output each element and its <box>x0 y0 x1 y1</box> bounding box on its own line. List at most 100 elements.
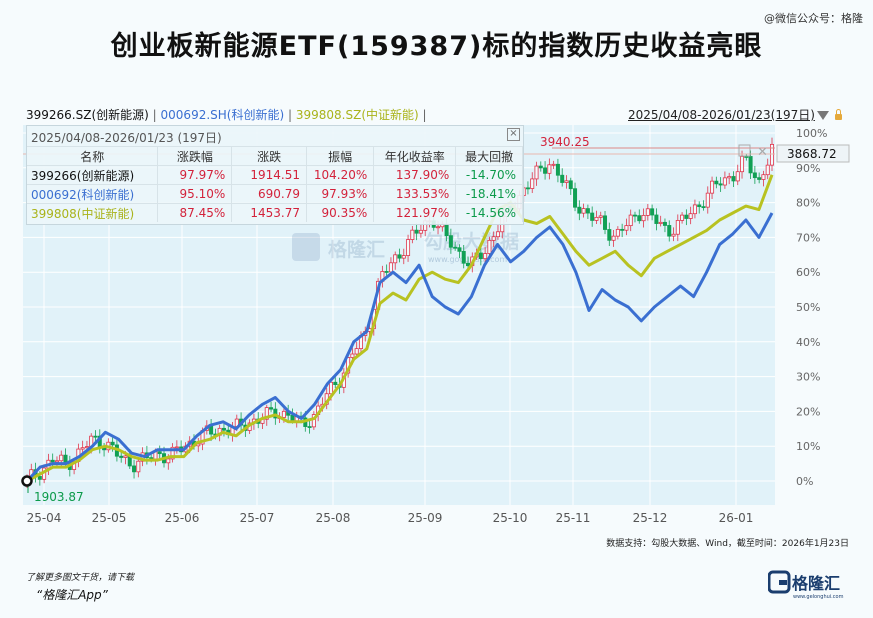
candle-body <box>770 143 775 166</box>
brand-logo-icon-notch <box>779 580 787 585</box>
candle-body <box>710 180 715 194</box>
candle-body <box>765 164 770 176</box>
x-tick-label: 25-10 <box>493 511 528 525</box>
candle-body <box>680 214 685 221</box>
legend-item-399808[interactable]: 399808.SZ(中证新能) <box>295 108 419 122</box>
candle-body <box>744 156 749 158</box>
candle-body <box>63 454 68 463</box>
close-icon[interactable]: × <box>507 128 520 141</box>
legend-item-000692[interactable]: 000692.SH(科创新能) <box>160 108 285 122</box>
candle-body <box>641 214 646 222</box>
candle-body <box>577 206 582 214</box>
x-tick-label: 25-12 <box>633 511 668 525</box>
candle-body <box>761 174 766 180</box>
legend-item-399266[interactable]: 399266.SZ(创新能源) <box>26 108 149 122</box>
y-tick-labels: 0% 10% 20% 30% 40% 50% 60% 70% 80% 90% 100% <box>796 127 827 488</box>
candle-body <box>384 271 389 273</box>
candle-body <box>692 204 697 215</box>
candle-body <box>307 426 312 428</box>
candle-body <box>457 247 462 252</box>
candle-body <box>466 262 471 267</box>
row-change: 1453.77 <box>231 203 307 222</box>
candle-body <box>628 214 633 227</box>
x-tick-label: 25-05 <box>92 511 127 525</box>
brand-logo-icon <box>768 570 791 594</box>
dropdown-triangle-icon[interactable] <box>816 111 829 120</box>
candle-body <box>491 236 496 241</box>
brand-logo-url: www.gelonghui.com <box>793 594 844 600</box>
candle-body <box>410 229 415 240</box>
x-tick-label: 25-04 <box>27 511 62 525</box>
candle-body <box>487 239 492 254</box>
lock-icon[interactable] <box>834 109 842 120</box>
y-tick-label: 60% <box>796 266 820 279</box>
candle-body <box>221 427 226 431</box>
x-tick-label: 25-07 <box>240 511 275 525</box>
candle-body <box>620 228 625 231</box>
candle-body <box>705 192 710 208</box>
candle-body <box>615 228 620 237</box>
candle-body <box>564 180 569 183</box>
x-tick-label: 25-08 <box>316 511 351 525</box>
y-tick-label: 30% <box>796 371 820 384</box>
candle-body <box>560 174 565 183</box>
candle-body <box>525 187 530 190</box>
series-legend-bar: 399266.SZ(创新能源) | 000692.SH(科创新能) | 3998… <box>26 106 427 123</box>
x-tick-label: 25-09 <box>408 511 443 525</box>
table-row[interactable]: 399266(创新能源) 97.97% 1914.51 104.20% 137.… <box>27 165 523 185</box>
maximize-icon[interactable] <box>738 144 751 157</box>
candle-body <box>478 252 483 260</box>
col-header-change-pct: 涨跌幅 <box>157 146 233 166</box>
watermark-logo-icon <box>292 233 320 261</box>
page-title: 创业板新能源ETF(159387)标的指数历史收益亮眼 <box>110 31 763 62</box>
y-tick-label: 40% <box>796 336 820 349</box>
last-price-box <box>776 144 850 163</box>
candle-body <box>752 172 757 179</box>
candle-body <box>269 407 274 410</box>
candle-body <box>598 215 603 218</box>
col-header-drawdown: 最大回撤 <box>455 146 523 166</box>
candle-body <box>448 235 453 248</box>
series-line-000692 <box>25 212 774 483</box>
candle-body <box>281 410 286 418</box>
x-tick-label: 25-11 <box>556 511 591 525</box>
candle-body <box>170 446 175 460</box>
candle-body <box>453 246 458 249</box>
candle-body <box>311 414 316 428</box>
high-price-label: 3940.25 <box>540 135 590 149</box>
candle-body <box>714 180 719 185</box>
candle-body <box>697 204 702 208</box>
app-name[interactable]: “格隆汇App” <box>36 588 108 602</box>
row-drawdown: -14.56% <box>455 203 523 222</box>
table-row[interactable]: 000692(科创新能) 95.10% 690.79 97.93% 133.53… <box>27 184 523 204</box>
candle-body <box>354 348 359 355</box>
y-tick-label: 20% <box>796 405 820 418</box>
candle-body <box>551 163 556 166</box>
candle-body <box>654 214 659 224</box>
candle-body <box>547 164 552 174</box>
brand-logo-text: 格隆汇 <box>792 574 840 593</box>
candle-body <box>495 231 500 238</box>
candle-body <box>688 213 693 219</box>
date-range-selector[interactable]: 2025/04/08-2026/01/23(197日) <box>628 106 842 123</box>
candle-body <box>645 208 650 216</box>
candle-body <box>538 165 543 169</box>
candle-body <box>675 220 680 235</box>
candle-body <box>740 156 745 173</box>
close-chart-icon[interactable]: ✕ <box>757 145 768 160</box>
candle-body <box>50 459 55 463</box>
row-annual: 133.53% <box>373 184 457 204</box>
candle-body <box>701 206 706 209</box>
candle-body <box>594 216 599 221</box>
candle-body <box>157 451 162 455</box>
candle-body <box>84 446 89 449</box>
candle-body <box>667 225 672 237</box>
table-row[interactable]: 399808(中证新能) 87.45% 1453.77 90.35% 121.9… <box>27 203 523 222</box>
candle-body <box>658 221 663 224</box>
candle-body <box>328 381 333 395</box>
candle-body <box>603 215 608 230</box>
candle-body <box>611 235 616 241</box>
row-name: 399266(创新能源) <box>27 165 159 185</box>
candle-body <box>436 226 441 229</box>
